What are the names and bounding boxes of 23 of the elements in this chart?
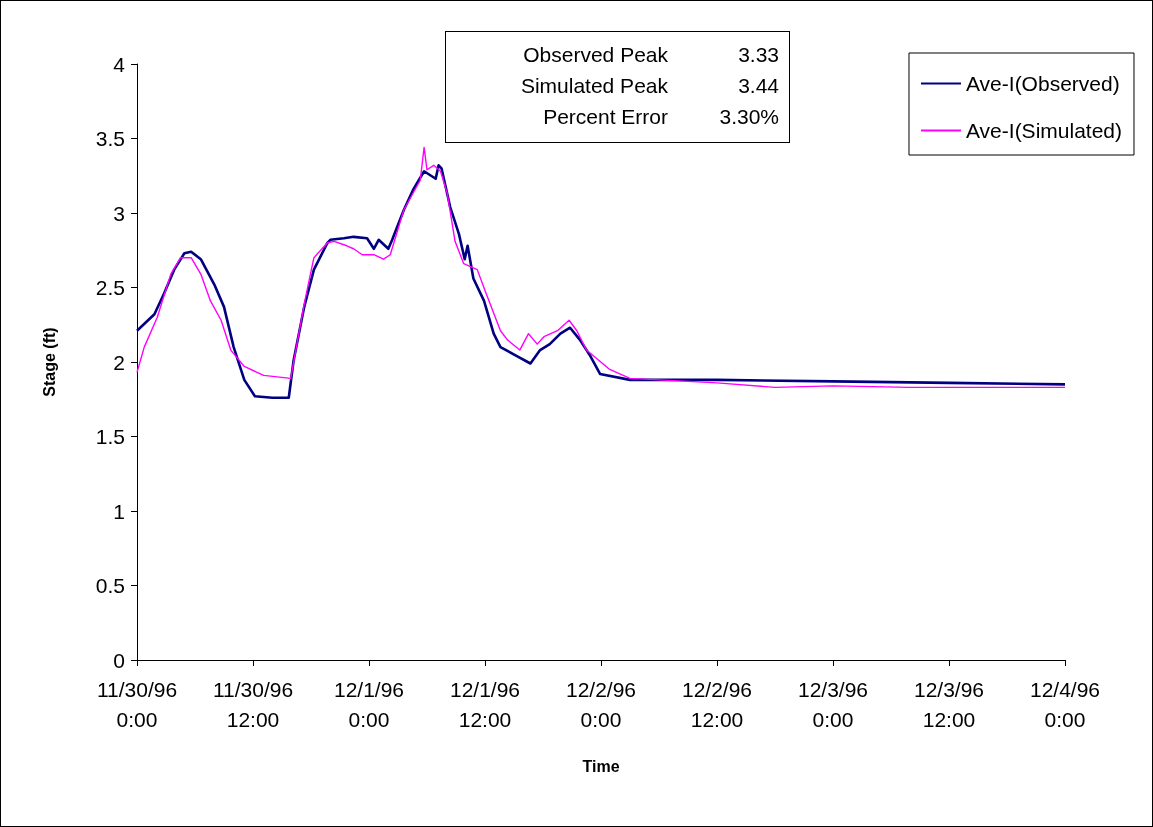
x-tick-label: 11/30/96 12:00 [212, 677, 294, 731]
y-tick-label: 0 [113, 648, 125, 672]
legend-label: Ave-I(Observed) [966, 72, 1120, 95]
x-tick-label: 12/1/96 0:00 [333, 677, 405, 731]
x-tick-label: 12/4/96 0:00 [1029, 677, 1101, 731]
x-axis-title: Time [582, 757, 620, 775]
x-tick-label: 12/2/96 12:00 [681, 677, 753, 731]
y-tick-label: 2 [113, 350, 125, 374]
y-tick-label: 3.5 [95, 127, 125, 150]
y-tick-label: 3 [113, 201, 125, 225]
x-tick-label: 12/2/96 0:00 [565, 677, 637, 731]
y-tick-label: 1 [113, 499, 125, 523]
legend-label: Ave-I(Simulated) [966, 119, 1123, 142]
x-tick-label: 12/3/96 12:00 [913, 677, 985, 731]
x-tick-label: 12/3/96 0:00 [797, 677, 869, 731]
note-box: Observed Peak 3.33 Simulated Peak 3.44 Percent Error 3.30% [445, 31, 790, 143]
y-tick-label: 2.5 [95, 276, 125, 299]
x-tick-label: 12/1/96 12:00 [449, 677, 521, 731]
y-tick-label: 0.5 [95, 574, 125, 597]
y-tick-label: 1.5 [95, 425, 125, 448]
y-axis-title: Stage (ft) [40, 327, 58, 397]
x-tick-label: 11/30/96 0:00 [96, 677, 178, 731]
y-tick-label: 4 [113, 52, 126, 76]
